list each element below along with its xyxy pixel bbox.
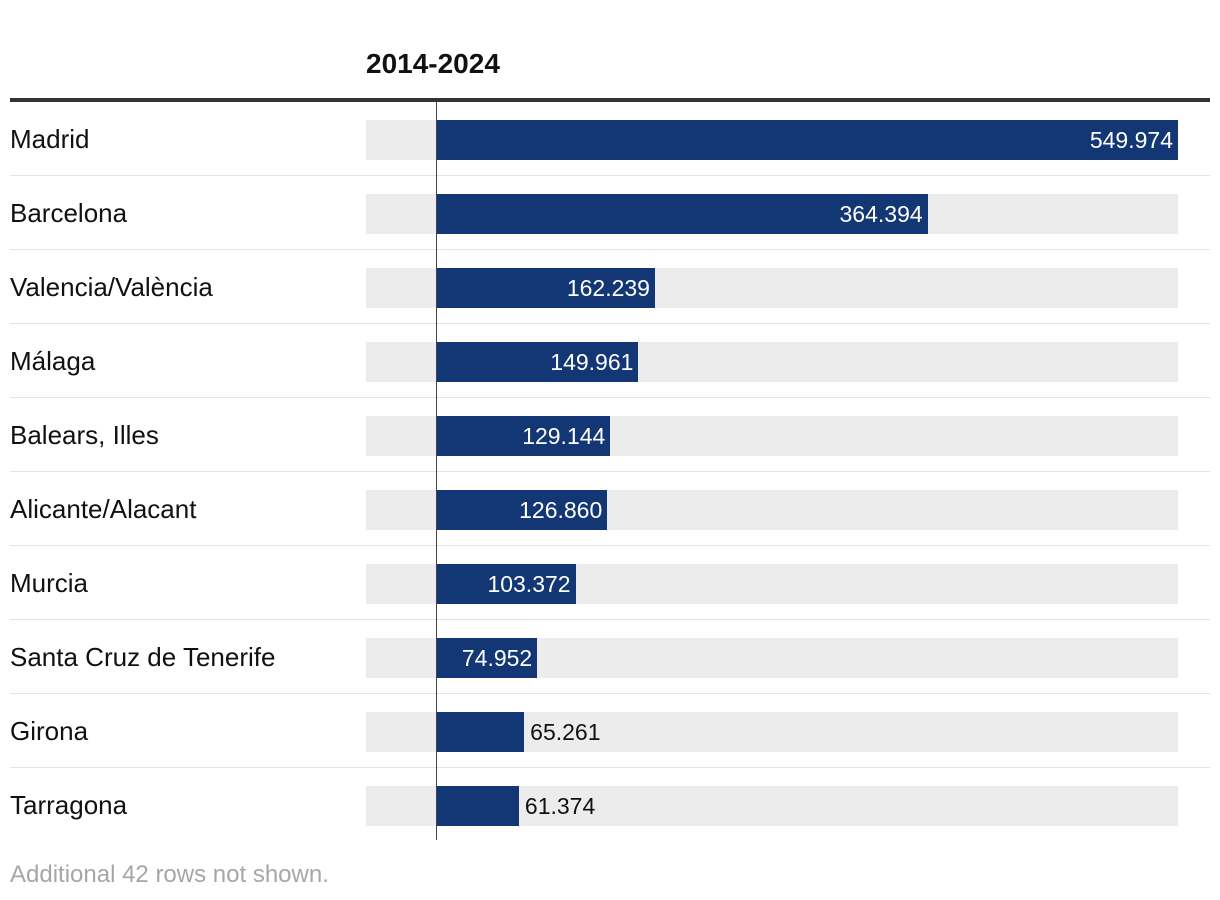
bar-row: Girona 65.261 (0, 694, 1220, 768)
bar (436, 712, 525, 752)
footnote: Additional 42 rows not shown. (10, 861, 329, 888)
row-divider (10, 767, 1210, 768)
bar-value-label: 364.394 (839, 201, 923, 227)
bar-row: Madrid 549.974 (0, 102, 1220, 176)
bar-value-label: 129.144 (522, 423, 606, 449)
bar-value-label: 65.261 (530, 719, 601, 745)
bar (436, 342, 639, 382)
bar-value-label: 162.239 (566, 275, 650, 301)
bar-value-label: 149.961 (550, 349, 634, 375)
bar-value-label: 126.860 (519, 497, 603, 523)
row-divider (10, 693, 1210, 694)
row-divider (10, 249, 1210, 250)
category-label: Alicante/Alacant (10, 494, 197, 524)
zero-axis-line (436, 102, 437, 840)
bar-row: Balears, Illes 129.144 (0, 398, 1220, 472)
row-divider (10, 397, 1210, 398)
category-label: Santa Cruz de Tenerife (10, 642, 276, 672)
bar (436, 120, 1178, 160)
row-divider (10, 545, 1210, 546)
bar (436, 416, 611, 456)
bar-row: Valencia/València 162.239 (0, 250, 1220, 324)
bar (436, 786, 519, 826)
bar-value-label: 74.952 (461, 645, 533, 671)
category-label: Murcia (10, 568, 89, 598)
row-divider (10, 175, 1210, 176)
bar-row: Murcia 103.372 (0, 546, 1220, 620)
category-label: Valencia/València (10, 272, 213, 302)
category-label: Balears, Illes (10, 420, 159, 450)
category-label: Málaga (10, 346, 96, 376)
bar-row: Alicante/Alacant 126.860 (0, 472, 1220, 546)
category-label: Tarragona (10, 790, 128, 820)
header-rule (10, 98, 1210, 102)
bar (436, 638, 538, 678)
category-label: Madrid (10, 124, 90, 154)
bar-value-label: 549.974 (1089, 127, 1173, 153)
bar-row: Santa Cruz de Tenerife 74.952 (0, 620, 1220, 694)
category-label: Girona (10, 716, 89, 746)
row-divider (10, 619, 1210, 620)
row-divider (10, 471, 1210, 472)
bar (436, 194, 928, 234)
row-divider (10, 323, 1210, 324)
bar-value-label: 61.374 (524, 793, 596, 819)
bar-value-label: 103.372 (487, 571, 571, 597)
bar-row: Tarragona 61.374 (0, 768, 1220, 842)
bar (436, 564, 576, 604)
column-header: 2014-2024 (366, 48, 500, 79)
category-label: Barcelona (10, 198, 128, 228)
bar-row: Málaga 149.961 (0, 324, 1220, 398)
bar-row: Barcelona 364.394 (0, 176, 1220, 250)
bar (436, 490, 608, 530)
bar (436, 268, 655, 308)
